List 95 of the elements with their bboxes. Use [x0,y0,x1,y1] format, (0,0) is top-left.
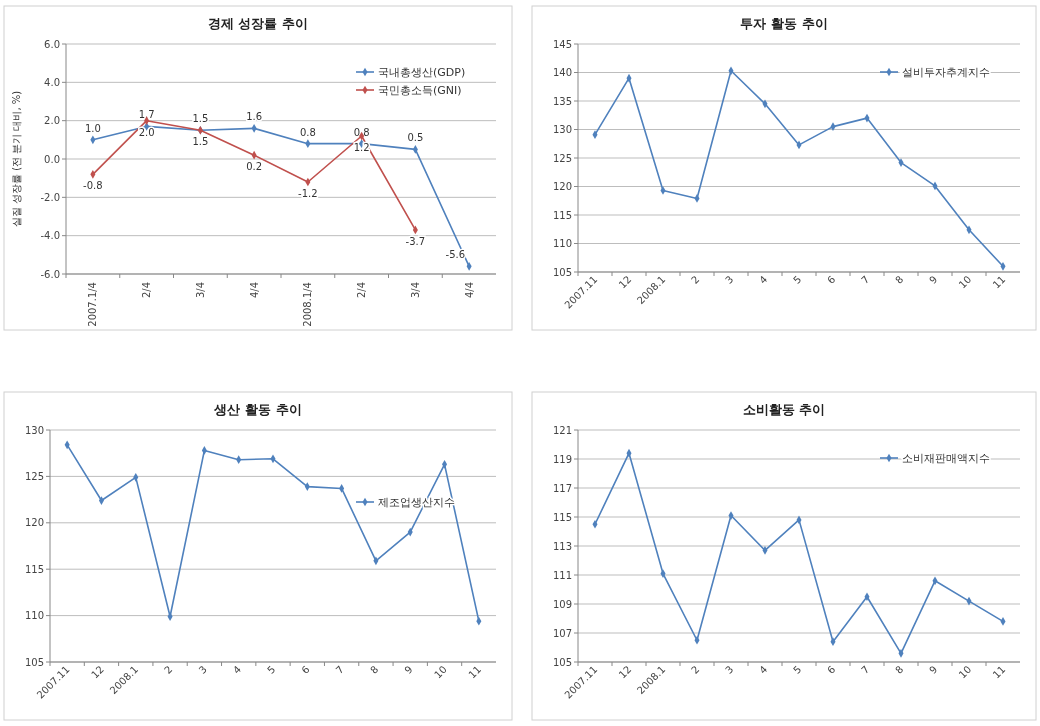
y-tick-label: 121 [552,424,572,436]
x-tick-label: 4/4 [248,282,260,299]
y-tick-label: 113 [552,540,572,552]
y-tick-label: 2.0 [44,115,60,127]
x-tick-label: 2008.1/4 [302,282,314,327]
x-tick-label: 10 [956,663,974,681]
x-tick-label: 11 [990,273,1008,291]
x-tick-label: 7 [859,663,872,676]
y-tick-label: -2.0 [40,191,60,203]
x-tick-label: 2 [689,663,702,676]
x-tick-label: 12 [89,663,106,681]
x-tick-label: 2 [162,663,175,676]
y-tick-label: 109 [552,598,572,610]
legend-label: 설비투자추계지수 [902,66,990,79]
x-tick-label: 8 [893,663,906,676]
x-tick-label: 8 [368,663,381,676]
x-tick-label: 10 [956,273,974,291]
y-tick-label: 105 [552,656,572,668]
y-tick-label: 125 [24,470,44,482]
data-label: -3.7 [405,235,426,247]
x-tick-label: 6 [825,663,838,676]
y-tick-label: 105 [24,656,44,668]
y-tick-label: 111 [552,569,572,581]
legend-label: 소비재판매액지수 [902,452,990,465]
y-tick-label: 4.0 [44,76,60,88]
legend-label: 국민총소득(GNI) [378,84,462,97]
x-tick-label: 7 [859,273,872,286]
y-tick-label: 115 [552,511,572,523]
y-tick-label: 125 [552,152,572,164]
x-tick-label: 3/4 [194,282,206,299]
y-tick-label: -6.0 [40,268,60,280]
y-tick-label: 119 [552,453,572,465]
y-tick-label: 107 [552,627,572,639]
x-tick-label: 9 [927,663,940,676]
data-label: 1.6 [246,111,263,123]
x-tick-label: 11 [466,663,484,681]
x-tick-label: 4/4 [463,282,475,299]
x-tick-label: 12 [616,663,634,681]
data-label: 1.5 [192,113,209,125]
chart-title: 생산 활동 추이 [213,402,302,417]
y-tick-label: 0.0 [44,153,60,165]
x-tick-label: 2007.1/4 [87,282,99,327]
x-tick-label: 2/4 [356,282,368,299]
y-tick-label: 140 [552,67,572,78]
y-tick-label: 115 [552,209,572,221]
x-tick-label: 5 [265,663,278,676]
x-tick-label: 6 [299,663,312,676]
x-tick-label: 4 [757,273,770,286]
y-tick-label: 145 [552,38,572,50]
legend-label: 국내총생산(GDP) [378,66,466,79]
data-label: 2.0 [138,126,155,138]
y-tick-label: 130 [24,424,44,436]
data-label: 1.7 [138,109,155,121]
chart-title: 투자 활동 추이 [740,16,828,31]
y-tick-label: 105 [552,266,572,278]
data-label: 1.5 [192,136,209,148]
y-tick-label: 117 [552,482,572,494]
y-tick-label: 115 [24,563,44,575]
data-label: 0.8 [353,126,370,138]
chart-title: 소비활동 추이 [742,402,826,417]
data-label: 0.2 [246,161,263,173]
x-tick-label: 3 [196,663,209,676]
x-tick-label: 6 [825,273,838,286]
y-tick-label: 110 [24,610,44,622]
data-label: -0.8 [83,180,103,192]
chart-title: 경제 성장률 추이 [207,16,309,31]
y-tick-label: 135 [552,95,572,107]
x-tick-label: 2 [689,273,702,286]
x-tick-label: 9 [927,273,940,286]
y-tick-label: 6.0 [44,38,60,50]
x-tick-label: 5 [791,663,804,676]
x-tick-label: 12 [616,273,634,291]
y-tick-label: 120 [24,517,44,529]
x-tick-label: 11 [990,663,1008,681]
x-tick-label: 4 [230,663,244,676]
x-tick-label: 3 [723,663,736,676]
y-tick-label: 110 [552,238,572,249]
x-tick-label: 2/4 [141,282,153,299]
x-tick-label: 3/4 [409,282,421,299]
x-tick-label: 7 [333,663,347,676]
data-label: 1.2 [353,142,370,153]
data-label: 0.8 [299,126,316,138]
x-tick-label: 10 [432,663,449,681]
x-tick-label: 8 [893,273,906,286]
data-label: -1.2 [298,188,318,199]
y-tick-label: -4.0 [40,230,60,242]
x-tick-label: 4 [757,663,770,676]
y-tick-label: 130 [552,124,572,135]
y-axis-title: 실질 성장률 (전 분기 대비, %) [11,90,22,228]
y-tick-label: 120 [552,181,572,192]
data-label: 1.0 [84,122,101,134]
x-tick-label: 9 [402,663,415,676]
x-tick-label: 3 [723,273,736,286]
x-tick-label: 5 [791,273,804,286]
data-label: 0.5 [407,132,424,144]
